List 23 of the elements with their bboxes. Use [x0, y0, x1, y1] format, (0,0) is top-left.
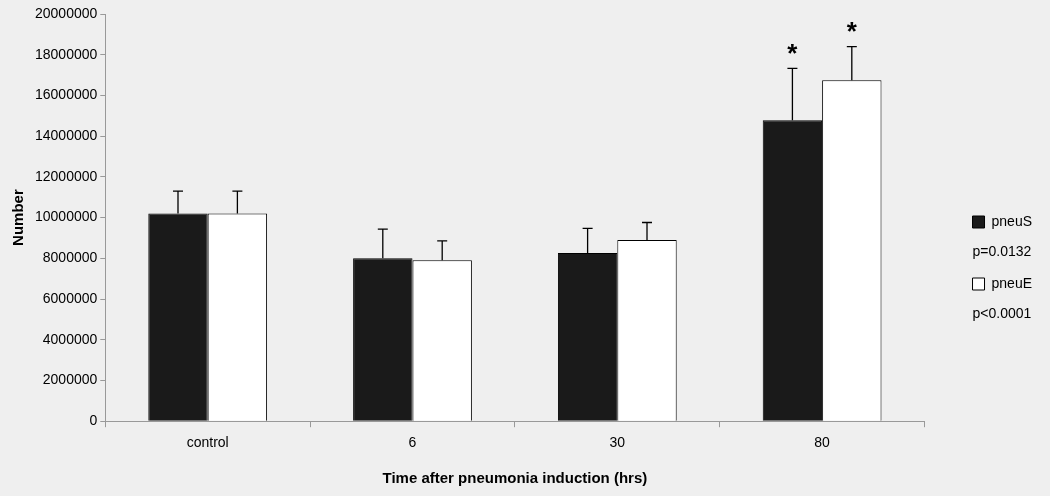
- y-tick-label: 10000000: [34, 208, 98, 225]
- x-tick-label: 80: [814, 434, 831, 451]
- x-tick-label: 6: [408, 434, 417, 451]
- x-tick-label: control: [186, 434, 229, 451]
- y-tick-label: 12000000: [34, 167, 98, 184]
- y-tick-label: 8000000: [42, 249, 98, 266]
- x-axis-title: Time after pneumonia induction (hrs): [382, 469, 648, 487]
- y-tick-label: 16000000: [34, 86, 98, 103]
- legend-label: pneuS: [991, 212, 1032, 229]
- text: p=0.0132: [972, 243, 1032, 259]
- y-tick-label: 20000000: [34, 4, 98, 21]
- y-tick-label: 6000000: [42, 289, 98, 306]
- y-axis-title: Number: [9, 189, 27, 246]
- y-tick-label: 14000000: [34, 127, 98, 144]
- annotation: *: [846, 15, 858, 46]
- annotation: *: [787, 37, 799, 68]
- x-tick-label: 30: [609, 434, 626, 451]
- y-tick-label: 0: [89, 412, 98, 429]
- text: p<0.0001: [972, 305, 1032, 321]
- legend-label: pneuE: [991, 274, 1032, 291]
- y-tick-label: 2000000: [42, 371, 98, 388]
- y-tick-label: 4000000: [42, 330, 98, 347]
- y-tick-label: 18000000: [34, 45, 98, 62]
